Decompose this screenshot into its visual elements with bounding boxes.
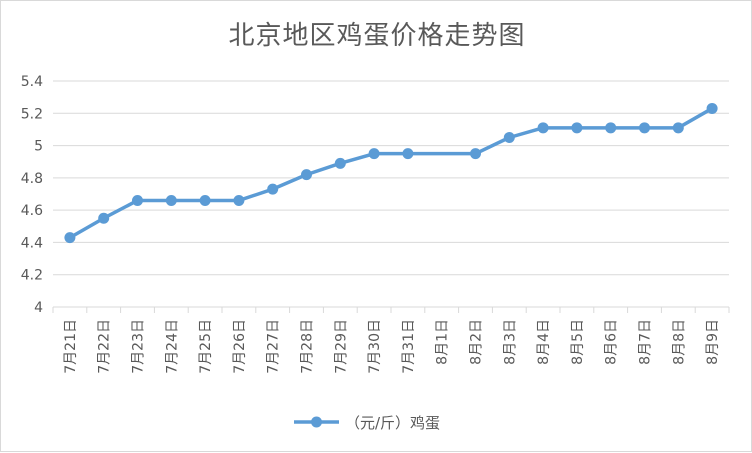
x-tick-label: 8月2日 [469, 319, 485, 365]
x-tick-label: 7月21日 [63, 319, 79, 374]
data-point [706, 102, 718, 114]
data-point [402, 148, 414, 160]
data-point [470, 148, 481, 160]
data-point [571, 122, 583, 134]
chart-title: 北京地区鸡蛋价格走势图 [228, 21, 526, 51]
legend-swatch-marker [311, 416, 322, 428]
x-tick-label: 7月29日 [333, 319, 349, 374]
x-tick-label: 7月30日 [367, 319, 383, 374]
data-point [64, 232, 76, 244]
data-point [132, 194, 143, 206]
x-tick-label: 8月3日 [502, 319, 518, 365]
x-tick-label: 8月1日 [435, 319, 451, 365]
y-tick-label: 5.4 [21, 74, 43, 90]
data-point [199, 194, 211, 206]
y-tick-label: 4.6 [21, 203, 43, 219]
data-point [165, 194, 177, 206]
data-point [334, 157, 346, 169]
x-tick-label: 8月5日 [570, 319, 586, 365]
x-tick-label: 7月27日 [266, 319, 282, 374]
x-tick-label: 8月6日 [604, 319, 620, 365]
x-tick-label: 8月8日 [671, 319, 687, 365]
data-point [639, 122, 650, 134]
data-point [503, 132, 515, 143]
y-tick-label: 4.8 [21, 171, 43, 187]
y-tick-label: 4 [34, 300, 43, 316]
data-point [368, 148, 380, 160]
x-tick-label: 8月9日 [705, 319, 721, 365]
x-tick-label: 7月23日 [131, 319, 147, 374]
data-point [301, 169, 312, 181]
y-tick-label: 4.2 [21, 268, 43, 284]
data-point [537, 122, 549, 134]
x-tick-label: 8月4日 [536, 319, 552, 365]
data-point [233, 194, 245, 206]
x-tick-label: 7月24日 [164, 319, 180, 374]
data-point [267, 183, 279, 195]
data-point [98, 212, 110, 224]
x-tick-label: 7月28日 [300, 319, 316, 374]
y-tick-label: 5 [34, 139, 43, 155]
x-tick-label: 7月25日 [198, 319, 214, 374]
legend-label: （元/斤）鸡蛋 [345, 414, 440, 432]
x-tick-label: 7月31日 [401, 319, 417, 374]
data-point [672, 122, 684, 134]
x-tick-label: 7月26日 [232, 319, 248, 374]
y-tick-label: 5.2 [21, 106, 43, 122]
x-tick-label: 7月22日 [97, 319, 113, 374]
x-tick-label: 8月7日 [638, 319, 654, 365]
y-tick-label: 4.4 [21, 235, 43, 251]
data-point [605, 122, 617, 134]
